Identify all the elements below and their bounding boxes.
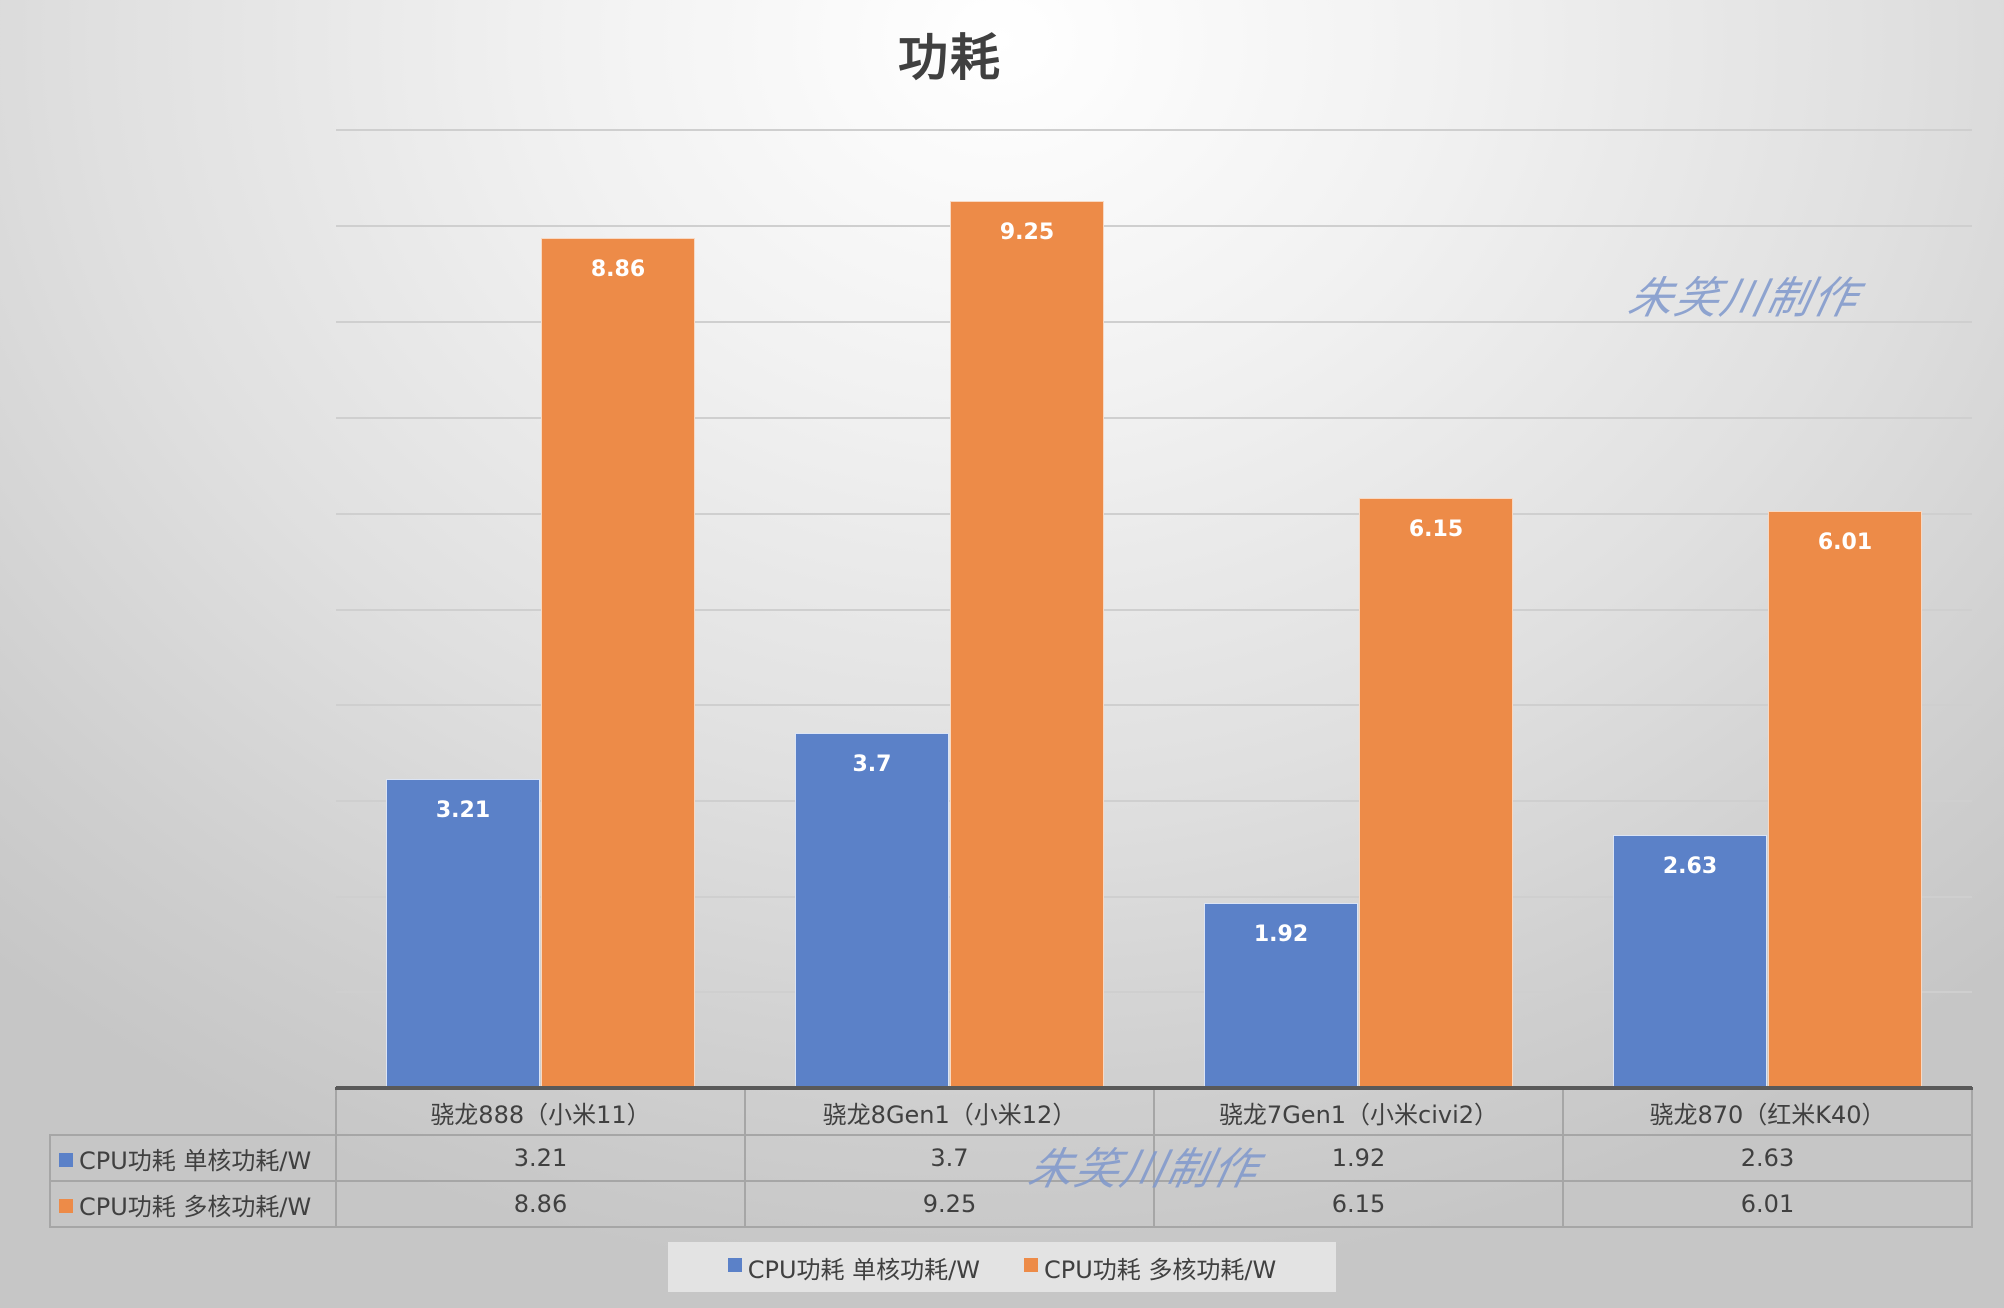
legend-item-single-core[interactable]: CPU功耗 单核功耗/W: [727, 1250, 980, 1285]
data-table-row-single-core: CPU功耗 单核功耗/W 3.21 3.7 1.92 2.63: [49, 1134, 1973, 1182]
data-table-row-multi-core: CPU功耗 多核功耗/W 8.86 9.25 6.15 6.01: [49, 1180, 1973, 1228]
table-cell: 3.7: [744, 1134, 1155, 1182]
table-cell: 6.01: [1562, 1180, 1973, 1228]
gridline-5: [336, 609, 1972, 611]
gridline-9: [336, 225, 1972, 227]
gridline-2: [336, 896, 1972, 898]
bar-value-label: 6.15: [1408, 517, 1464, 542]
data-table: 骁龙888（小米11） 骁龙8Gen1（小米12） 骁龙7Gen1（小米civi…: [49, 1087, 1973, 1228]
bar-value-label: 1.92: [1253, 922, 1309, 947]
data-table-header-row: 骁龙888（小米11） 骁龙8Gen1（小米12） 骁龙7Gen1（小米civi…: [50, 1087, 1973, 1136]
table-cell: 3.21: [335, 1134, 746, 1182]
table-cell: 9.25: [744, 1180, 1155, 1228]
table-cell: 6.15: [1153, 1180, 1564, 1228]
bar-value-label: 3.21: [435, 798, 491, 823]
series-name: CPU功耗 多核功耗/W: [79, 1192, 312, 1221]
bar-value-label: 3.7: [852, 752, 892, 777]
series-name: CPU功耗 单核功耗/W: [79, 1146, 312, 1175]
series-row-header: CPU功耗 多核功耗/W: [49, 1180, 337, 1228]
series-row-header: CPU功耗 单核功耗/W: [49, 1134, 337, 1182]
legend-swatch-icon: [727, 1258, 742, 1272]
bar-value-label: 9.25: [999, 220, 1055, 245]
legend-swatch-icon: [59, 1152, 73, 1167]
category-label: 骁龙888（小米11）: [335, 1087, 746, 1136]
data-table-corner: [50, 1088, 337, 1135]
legend-label: CPU功耗 单核功耗/W: [747, 1255, 980, 1284]
legend: CPU功耗 单核功耗/W CPU功耗 多核功耗/W: [668, 1242, 1336, 1292]
gridline-1: [336, 991, 1972, 993]
bar-single-core-snapdragon-888[interactable]: 3.21: [386, 779, 540, 1087]
table-cell: 8.86: [335, 1180, 746, 1228]
bar-value-label: 2.63: [1662, 854, 1718, 879]
bar-single-core-snapdragon-870[interactable]: 2.63: [1613, 835, 1767, 1087]
bar-multi-core-snapdragon-870[interactable]: 6.01: [1768, 511, 1922, 1087]
bar-multi-core-snapdragon-888[interactable]: 8.86: [541, 238, 695, 1087]
x-axis-line: [336, 1086, 1972, 1089]
table-cell: 2.63: [1562, 1134, 1973, 1182]
gridline-4: [336, 704, 1972, 706]
category-label: 骁龙7Gen1（小米civi2）: [1153, 1087, 1564, 1136]
chart-title: 功耗: [898, 29, 1002, 87]
watermark-top-right: 朱笑川制作: [1623, 273, 1865, 324]
table-cell: 1.92: [1153, 1134, 1564, 1182]
category-label: 骁龙8Gen1（小米12）: [744, 1087, 1155, 1136]
bar-multi-core-snapdragon-8gen1[interactable]: 9.25: [950, 201, 1104, 1087]
watermark-table: 朱笑川制作: [1023, 1144, 1265, 1195]
gridline-3: [336, 800, 1972, 802]
gridline-6: [336, 513, 1972, 515]
gridline-10: [336, 129, 1972, 131]
legend-swatch-icon: [59, 1198, 73, 1213]
bar-single-core-snapdragon-8gen1[interactable]: 3.7: [795, 733, 949, 1087]
category-label: 骁龙870（红米K40）: [1562, 1087, 1973, 1136]
bar-value-label: 8.86: [590, 257, 646, 282]
bar-value-label: 6.01: [1817, 530, 1873, 555]
bar-single-core-snapdragon-7gen1[interactable]: 1.92: [1204, 903, 1358, 1087]
legend-item-multi-core[interactable]: CPU功耗 多核功耗/W: [1024, 1250, 1276, 1285]
bar-multi-core-snapdragon-7gen1[interactable]: 6.15: [1359, 498, 1513, 1087]
plot-area: 3.21 8.86 3.7 9.25 1.92 6.15 2.63 6.01: [336, 129, 1972, 1089]
legend-swatch-icon: [1024, 1258, 1038, 1272]
gridline-8: [336, 321, 1972, 323]
legend-label: CPU功耗 多核功耗/W: [1044, 1255, 1277, 1284]
gridline-7: [336, 417, 1972, 419]
